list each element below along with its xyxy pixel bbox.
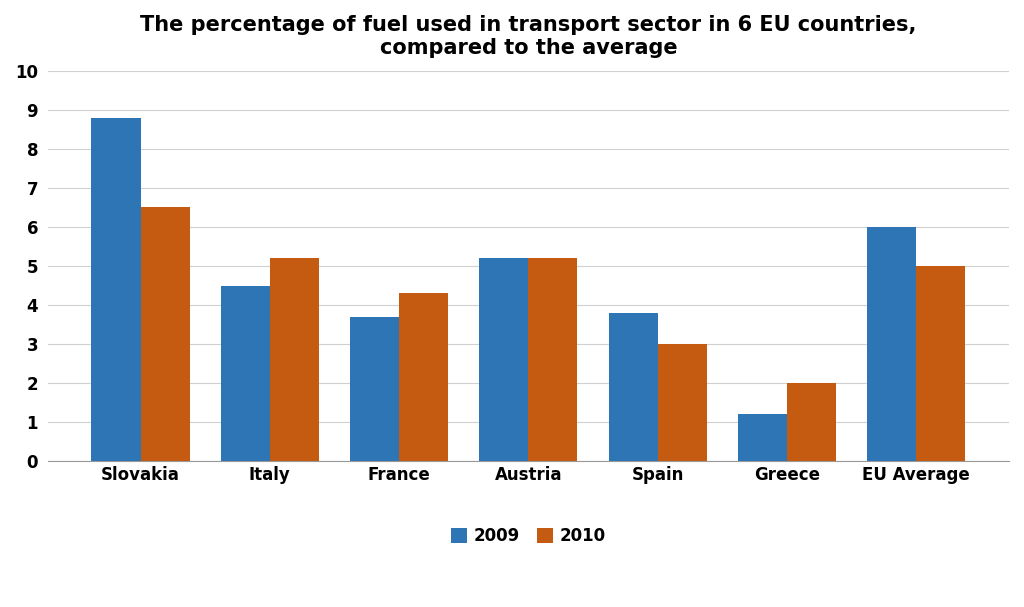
Legend: 2009, 2010: 2009, 2010	[443, 520, 613, 552]
Bar	[140, 208, 189, 461]
Bar	[916, 266, 966, 461]
Bar	[350, 317, 399, 461]
Bar	[91, 118, 140, 461]
Bar	[867, 227, 916, 461]
Bar	[399, 293, 449, 461]
Bar	[608, 313, 657, 461]
Bar	[657, 344, 707, 461]
Bar	[269, 258, 318, 461]
Bar	[479, 258, 528, 461]
Bar	[221, 285, 269, 461]
Bar	[786, 383, 836, 461]
Bar	[528, 258, 578, 461]
Bar	[737, 415, 786, 461]
Title: The percentage of fuel used in transport sector in 6 EU countries,
compared to t: The percentage of fuel used in transport…	[140, 15, 916, 58]
